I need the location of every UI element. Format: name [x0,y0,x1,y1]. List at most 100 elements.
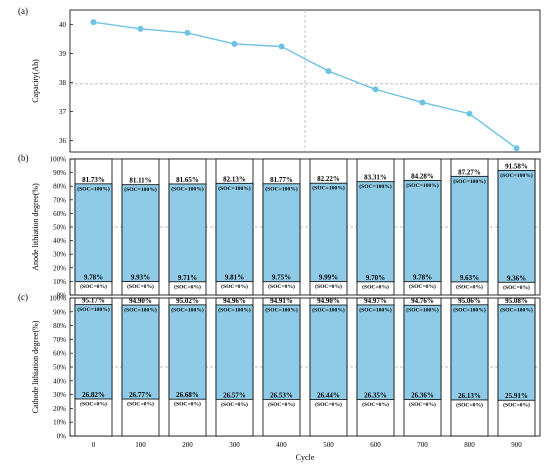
panel-b-lithiation-range-bar [121,184,160,282]
panel-c-ytick-label: 30% [53,391,66,399]
panel-c-soc100-state-label: (SOC=100%) [453,306,486,313]
panel-b-soc100-value-label: 81.65% [176,176,199,184]
panel-c-soc100-value-label: 95.17% [82,297,105,305]
panel-c-soc0-value-label: 26.36% [411,392,434,400]
panel-b-soc100-value-label: 87.27% [458,168,481,176]
panel-c-lithiation-range-bar [262,304,301,400]
panel-c-soc100-value-label: 95.06% [458,297,481,305]
panel-b-soc100-value-label: 81.77% [270,176,293,184]
panel-c-soc0-value-label: 26.57% [223,391,246,399]
panel-b-soc0-state-label: (SOC=0%) [268,283,295,290]
panel-b-soc100-state-label: (SOC=100%) [171,185,204,192]
panel-b-ytick-label: 0% [57,292,67,300]
panel-c-soc100-state-label: (SOC=100%) [500,306,533,313]
panel-c-lithiation-range-bar [121,304,160,400]
panel-b-soc0-state-label: (SOC=0%) [127,283,154,290]
panel-a-ytick-label: 36 [59,137,67,145]
x-tick-label: 0 [92,441,96,449]
panel-b-soc0-value-label: 9.70% [366,274,385,282]
panel-c-soc0-value-label: 26.44% [317,392,340,400]
panel-b-lithiation-range-bar [74,183,113,283]
panel-b-soc0-state-label: (SOC=0%) [174,283,201,290]
panel-c-soc100-value-label: 94.97% [364,297,387,305]
panel-b-ytick-label: 50% [53,224,66,232]
panel-c-soc100-value-label: 94.76% [411,297,434,305]
panel-b-soc100-state-label: (SOC=100%) [406,182,439,189]
panel-c-soc100-value-label: 95.02% [176,297,199,305]
panel-c-soc0-state-label: (SOC=0%) [362,401,389,408]
panel-c-ytick-label: 10% [53,419,66,427]
panel-b-soc0-state-label: (SOC=0%) [315,283,342,290]
panel-c-soc0-value-label: 26.53% [270,391,293,399]
panel-b-soc0-value-label: 9.71% [178,274,197,282]
panel-c-soc100-state-label: (SOC=100%) [312,307,345,314]
x-tick-label: 500 [323,441,334,449]
panel-c-soc0-state-label: (SOC=0%) [127,401,154,408]
panel-b-soc100-state-label: (SOC=100%) [265,185,298,192]
panel-c-lithiation-range-bar [215,304,254,400]
panel-b-soc0-state-label: (SOC=0%) [362,283,389,290]
panel-b-soc100-state-label: (SOC=100%) [124,186,157,193]
panel-c-ytick-label: 70% [53,336,66,344]
panel-c-soc100-state-label: (SOC=100%) [171,306,204,313]
panel-c-soc0-state-label: (SOC=0%) [503,402,530,409]
panel-c-soc0-state-label: (SOC=0%) [315,401,342,408]
panel-c-lithiation-range-bar [74,304,113,400]
panel-b-y-axis-label: Anode lithiation degree(%) [31,183,40,271]
panel-b-soc100-state-label: (SOC=100%) [500,172,533,179]
panel-c-lithiation-range-bar [497,304,536,401]
panel-c-soc100-value-label: 94.90% [129,297,152,305]
x-tick-label: 100 [135,441,146,449]
panel-c-soc0-state-label: (SOC=0%) [268,401,295,408]
panel-b-ytick-label: 70% [53,196,66,204]
panel-c-lithiation-range-bar [168,304,207,400]
panel-c-y-axis-label: Cathode lithiation degree(%) [31,320,40,413]
panel-b-lithiation-range-bar [262,183,301,283]
capacity-data-point [513,145,520,152]
panel-b-ytick-label: 30% [53,251,66,259]
panel-b-ytick-label: 20% [53,264,66,272]
panel-b-soc0-state-label: (SOC=0%) [221,283,248,290]
panel-c-label: (c) [18,292,28,302]
panel-b-soc0-value-label: 9.93% [131,273,150,281]
capacity-data-point [137,25,144,32]
panel-c-soc0-state-label: (SOC=0%) [80,400,107,407]
panel-b-soc0-value-label: 9.78% [413,274,432,282]
panel-c-ytick-label: 40% [53,377,66,385]
capacity-data-point [278,43,285,50]
panel-c-ytick-label: 50% [53,364,66,372]
panel-b-soc0-value-label: 9.36% [507,274,526,282]
panel-c-soc100-value-label: 94.91% [270,297,293,305]
panel-c-ytick-label: 0% [57,433,67,441]
panel-b-lithiation-range-bar [309,182,348,282]
panel-b-soc0-state-label: (SOC=0%) [503,284,530,291]
panel-c-soc100-state-label: (SOC=100%) [265,307,298,314]
panel-c-soc0-value-label: 26.77% [129,391,152,399]
panel-c-lithiation-range-bar [356,304,395,401]
panel-b-ytick-label: 100% [50,156,67,164]
panel-b-soc0-value-label: 9.75% [272,274,291,282]
panel-b-lithiation-range-bar [403,179,442,283]
capacity-data-point [231,40,238,47]
panel-c-soc0-state-label: (SOC=0%) [456,401,483,408]
panel-c-ytick-label: 20% [53,405,66,413]
x-tick-label: 600 [370,441,381,449]
panel-a-ytick-label: 39 [59,50,67,58]
panel-c-soc100-state-label: (SOC=100%) [218,306,251,313]
panel-c-soc100-state-label: (SOC=100%) [359,306,392,313]
panel-b-lithiation-range-bar [356,181,395,283]
panel-c-soc0-state-label: (SOC=0%) [409,401,436,408]
capacity-data-point [372,86,379,93]
panel-b-soc0-state-label: (SOC=0%) [80,283,107,290]
panel-c-soc0-value-label: 26.35% [364,392,387,400]
panel-c-soc0-value-label: 26.68% [176,391,199,399]
panel-b-soc100-state-label: (SOC=100%) [312,185,345,192]
panel-c-soc0-value-label: 25.91% [505,392,528,400]
panel-b-soc100-value-label: 83.31% [364,174,387,182]
panel-c-soc0-value-label: 26.82% [82,391,105,399]
panel-b-soc0-value-label: 9.99% [319,273,338,281]
panel-b-soc100-value-label: 82.22% [317,175,340,183]
panel-a-ytick-label: 40 [59,21,67,29]
panel-b-soc100-value-label: 81.11% [129,177,151,185]
